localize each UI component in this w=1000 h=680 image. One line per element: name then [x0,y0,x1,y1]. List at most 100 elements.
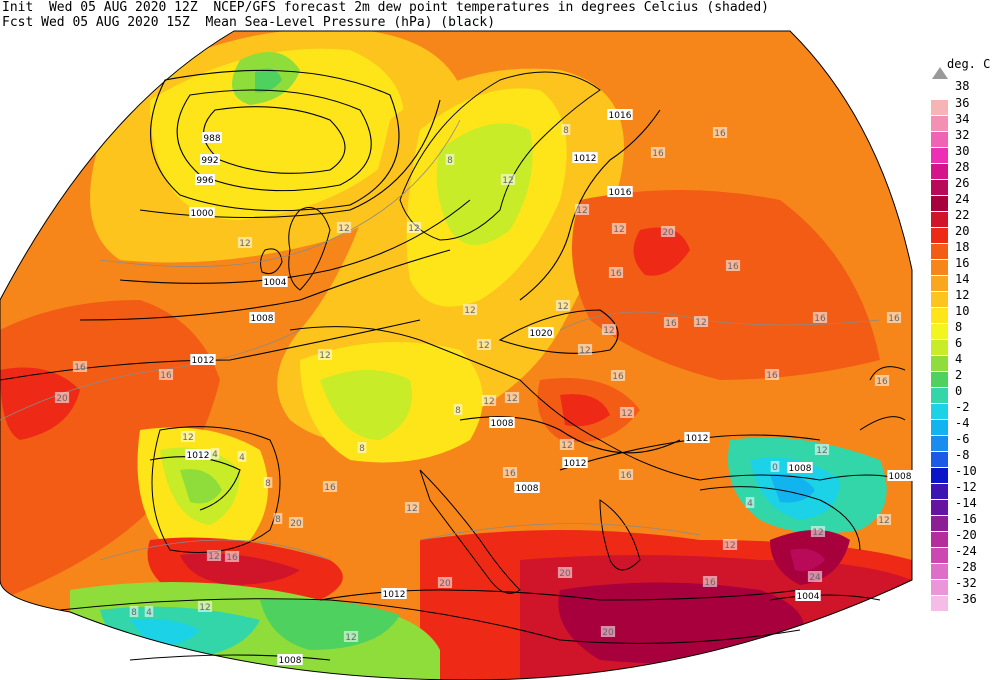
dp-label-bg [437,577,453,588]
dp-label-bg [745,497,755,508]
britain-coast [288,207,331,291]
isobar-label: 1008 [491,419,514,429]
dewpoint-label: 8 [447,156,453,166]
isobar-label: 992 [201,156,218,166]
legend-label: -10 [955,464,977,478]
dp-label-bg [197,601,213,612]
iso-label-bg [249,312,275,323]
dewpoint-label: 8 [455,406,461,416]
legend-label: 10 [955,304,970,318]
color-legend: deg. C 38 36 34 32 30 28 26 24 22 20 18 16 14 12 10 8 6… [931,0,1000,680]
dp-label-bg [180,431,196,442]
legend-label: 26 [955,176,970,190]
iso-label-bg [195,174,215,185]
dp-label-bg [317,349,333,360]
dp-label-bg [445,154,455,165]
dp-label-bg [476,339,492,350]
dewpoint-label: 4 [146,608,152,618]
isobar-label: 1004 [264,278,287,288]
legend-label: -12 [955,480,977,494]
legend-swatch [931,372,948,387]
legend-label: -28 [955,560,977,574]
legend-swatch [931,516,948,531]
legend-swatch [931,340,948,355]
legend-label: -20 [955,528,977,542]
dp-label-bg [500,174,516,185]
legend-swatch [931,292,948,307]
legend-label: 8 [955,320,963,334]
dewpoint-label: 8 [359,444,365,454]
north-africa-coast [59,598,801,644]
legend-swatch [931,580,948,595]
legend-swatch [931,260,948,275]
dp-label-bg [273,513,283,524]
dewpoint-label: 12 [621,409,632,419]
isobar-1012-iberia [149,456,241,511]
legend-label: 18 [955,240,970,254]
dp-label-bg [886,312,902,323]
map-domain-border [0,30,913,680]
legend-swatch [931,484,948,499]
legend-swatch [931,180,948,195]
dewpoint-label: 12 [557,302,568,312]
dp-label-bg [618,469,634,480]
dewpoint-map: 988 992 996 1000 1004 1008 1012 1016 1020 1016 101… [0,30,913,680]
dp-label-bg [770,461,780,472]
legend-swatch [931,244,948,259]
dewpoint-label: 12 [345,633,356,643]
legend-swatch [931,212,948,227]
dp-label-bg [764,369,780,380]
legend-label: 30 [955,144,970,158]
dewpoint-label: 20 [602,628,614,638]
dp-label-bg [810,526,826,537]
dp-label-bg [600,626,616,637]
isobar-996 [150,69,400,212]
legend-swatch [931,356,948,371]
isobar-1004 [119,199,471,284]
legend-label: 36 [955,96,970,110]
scandinavia-coast [399,71,601,241]
dp-label-bg [453,404,463,415]
dp-label-bg [874,375,890,386]
legend-swatch [931,532,948,547]
iberia-coast [151,426,281,553]
isobar-1008-africa [129,654,331,661]
dewpoint-label: 8 [275,515,281,525]
legend-swatch [931,404,948,419]
dewpoint-label: 16 [766,371,778,381]
dp-label-bg [814,444,830,455]
legend-label: 16 [955,256,970,270]
dewpoint-label: 4 [212,450,218,460]
legend-swatch [931,196,948,211]
dewpoint-label: 12 [483,397,494,407]
dp-label-bg [462,304,478,315]
legend-label: -4 [955,416,970,430]
dp-label-bg [557,567,573,578]
dp-label-bg [210,448,220,459]
isobar-1016-central [459,416,681,454]
header-line-forecast: Fcst Wed 05 AUG 2020 15Z Mean Sea-Level … [2,15,496,30]
dewpoint-label: 16 [620,471,632,481]
dewpoint-label: 12 [478,341,489,351]
iso-label-bg [684,432,710,443]
legend-label: 6 [955,336,963,350]
isobar-label: 1008 [889,472,912,482]
dp-label-bg [619,407,635,418]
italy-coast [419,469,521,594]
dewpoint-label: 16 [727,262,739,272]
legend-swatch [931,452,948,467]
dp-label-bg [601,324,617,335]
dewpoint-contours [0,119,881,561]
dewpoint-label: 20 [56,394,68,404]
isobar-label: 1012 [574,154,597,164]
isobar-label: 1008 [516,484,539,494]
dp-label-bg [237,451,247,462]
legend-swatch [931,548,948,563]
legend-top-label: 38 [955,79,970,93]
dewpoint-label: 12 [319,351,330,361]
dp-label-bg [129,606,139,617]
legend-label: 34 [955,112,970,126]
dp-label-bg [611,223,627,234]
dp-label-bg [158,369,174,380]
legend-label: 22 [955,208,970,222]
